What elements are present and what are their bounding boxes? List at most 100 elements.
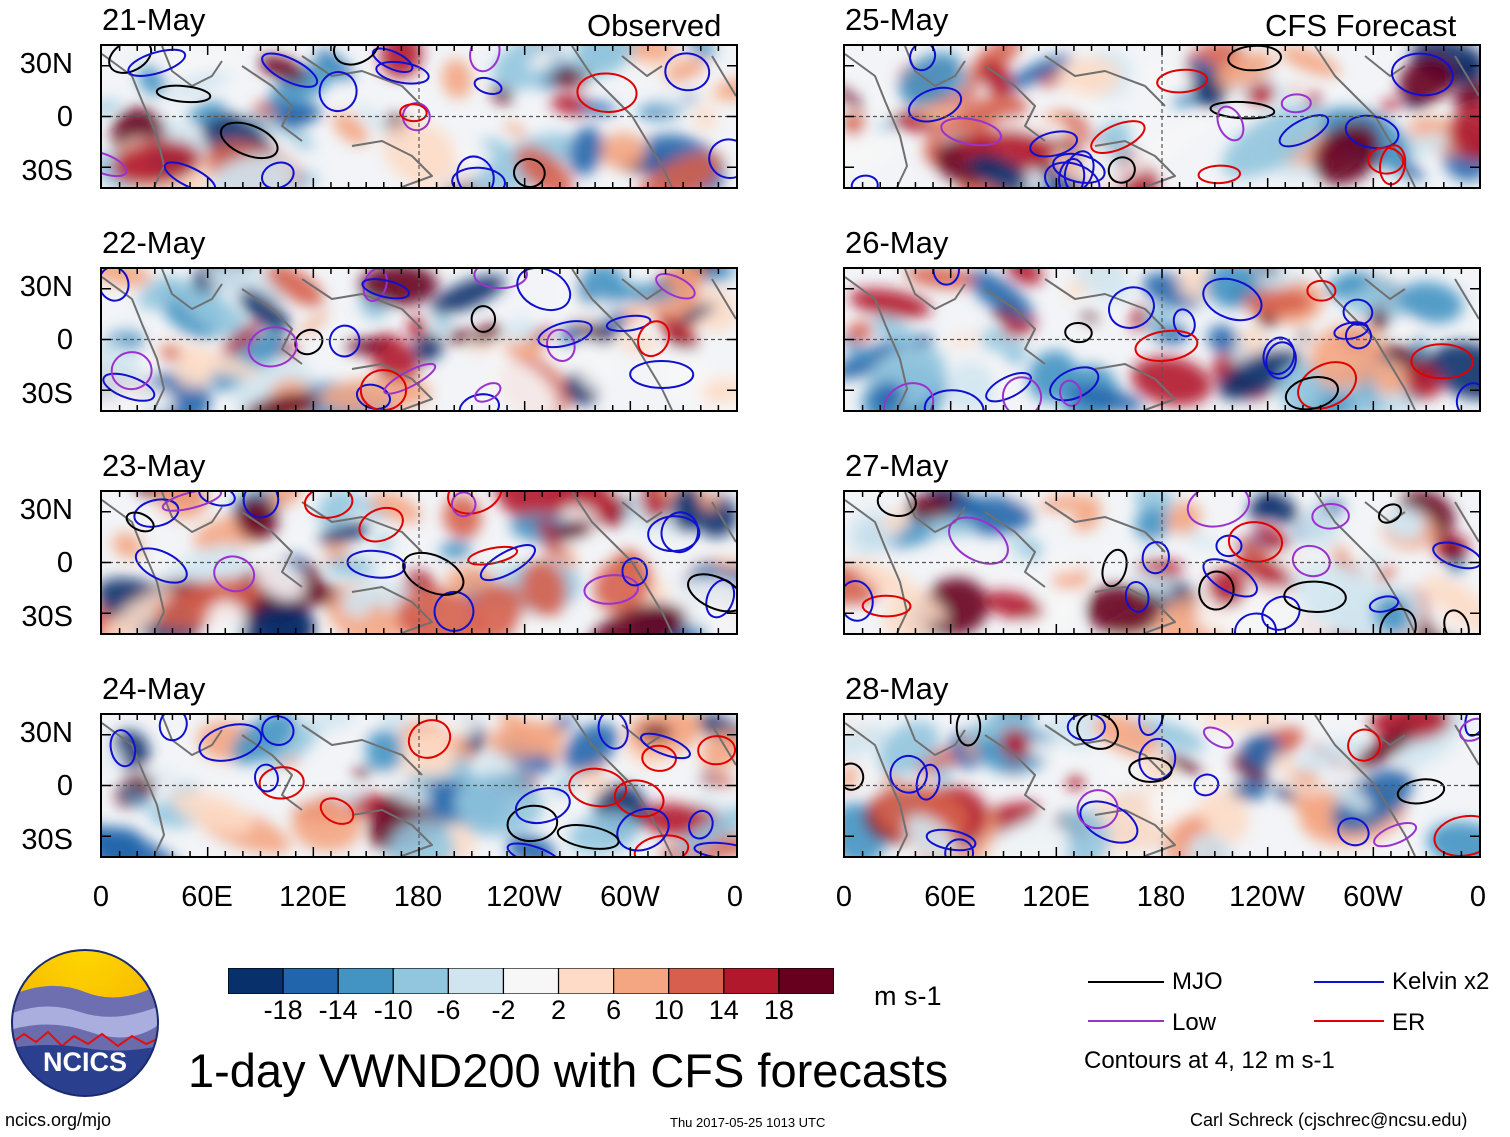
anomaly-blob [1204, 269, 1258, 308]
anomaly-blob [1177, 269, 1215, 300]
anomaly-blob [244, 392, 320, 410]
anomaly-blob [174, 354, 213, 388]
coastline [621, 55, 663, 77]
coastline [845, 499, 908, 633]
contour-line [688, 809, 714, 840]
colorbar-tick-label: 6 [606, 995, 622, 1025]
anomaly-blob [504, 121, 527, 138]
contour-line [198, 492, 236, 507]
colorbar-tick-label: 18 [763, 995, 794, 1025]
contour-line [133, 498, 180, 528]
anomaly-blob [266, 58, 342, 110]
anomaly-blob [1072, 505, 1102, 532]
contour-line [1202, 726, 1234, 749]
anomaly-blob [395, 588, 485, 633]
contour-line [640, 732, 691, 760]
contour-line [1202, 558, 1258, 598]
contour-line [845, 579, 874, 622]
contour-line [506, 842, 561, 856]
contour-line [850, 174, 879, 187]
anomaly-blob [1246, 82, 1276, 106]
anomaly-blob [1072, 269, 1132, 302]
contour-line [1306, 279, 1337, 302]
coastline [1094, 363, 1176, 410]
contour-line [861, 594, 912, 618]
anomaly-blob [574, 300, 616, 325]
contour-note: Contours at 4, 12 m s-1 [1084, 1047, 1335, 1074]
contour-overlay [102, 269, 696, 410]
anomaly-blob [491, 85, 513, 104]
map-panel-observed-23-may [100, 490, 738, 635]
anomaly-blob [845, 321, 873, 343]
contour-line [687, 573, 736, 613]
contour-line [985, 371, 1032, 403]
ncics-logo[interactable]: NCICS [10, 948, 160, 1098]
contour-line [213, 555, 256, 593]
contour-line [261, 52, 319, 88]
panel-date-label: 26-May [845, 225, 949, 260]
contour-line [568, 767, 628, 808]
anomaly-blob [102, 825, 182, 856]
contour-line [1058, 157, 1086, 187]
anomaly-blob [658, 314, 698, 348]
contour-overlay [883, 269, 1479, 410]
anomaly-blob [123, 787, 151, 809]
anomaly-blob [470, 582, 524, 633]
colorbar-tick-label: -2 [491, 995, 516, 1025]
anomaly-blob [621, 305, 644, 324]
anomaly-blob [430, 275, 505, 314]
contour-line [447, 492, 503, 515]
lat-label-eq: 0 [56, 547, 73, 579]
anomaly-blob [1085, 585, 1161, 633]
lat-label-30s: 30S [21, 824, 73, 856]
map-panel-forecast-28-may [843, 713, 1481, 858]
legend-label-low: Low [1172, 1009, 1217, 1036]
anomaly-blob [442, 58, 472, 99]
anomaly-blob [354, 104, 394, 135]
anomaly-blob [274, 102, 293, 124]
contour-line [1337, 817, 1370, 847]
anomaly-blob [448, 329, 471, 345]
contour-line [1079, 800, 1139, 844]
anomaly-blob [703, 269, 736, 283]
footer-url[interactable]: ncics.org/mjo [5, 1110, 112, 1130]
contour-line [546, 328, 576, 362]
anomaly-blob [209, 331, 285, 392]
contour-line [258, 766, 305, 800]
anomaly-blob [898, 52, 963, 107]
contour-line [583, 574, 639, 605]
contour-line [1138, 715, 1165, 737]
anomaly-blob [370, 492, 422, 524]
contour-line [940, 117, 1003, 147]
lat-label-eq: 0 [56, 770, 73, 802]
colorbar-tick-label: -14 [318, 995, 358, 1025]
coastline [984, 65, 1046, 142]
coastline [984, 734, 1046, 811]
anomaly-blob [332, 112, 369, 145]
anomaly-blob [979, 60, 1013, 97]
coastline [845, 276, 908, 410]
coastline [1044, 724, 1166, 776]
contour-line [516, 269, 572, 312]
coastline [301, 278, 423, 330]
contour-line [361, 278, 411, 300]
anomaly-blob [1329, 781, 1372, 813]
contour-line [1064, 322, 1093, 344]
anomaly-blob [695, 287, 736, 333]
lat-label-30n: 30N [19, 717, 73, 749]
anomaly-blob [102, 100, 120, 115]
coastline [984, 288, 1046, 365]
contour-line [1297, 361, 1357, 410]
coastlines [102, 46, 736, 187]
contour-line [923, 389, 985, 410]
legend-label-mjo: MJO [1172, 968, 1223, 995]
anomaly-blob [597, 132, 646, 169]
coastline [1044, 55, 1166, 107]
coastline [711, 501, 736, 543]
contour-line [1432, 541, 1479, 570]
anomaly-blob [1073, 321, 1102, 342]
anomaly-blob [164, 70, 230, 99]
contour-line [1278, 114, 1330, 148]
anomaly-blob [1369, 715, 1452, 741]
anomaly-blob [319, 522, 370, 545]
